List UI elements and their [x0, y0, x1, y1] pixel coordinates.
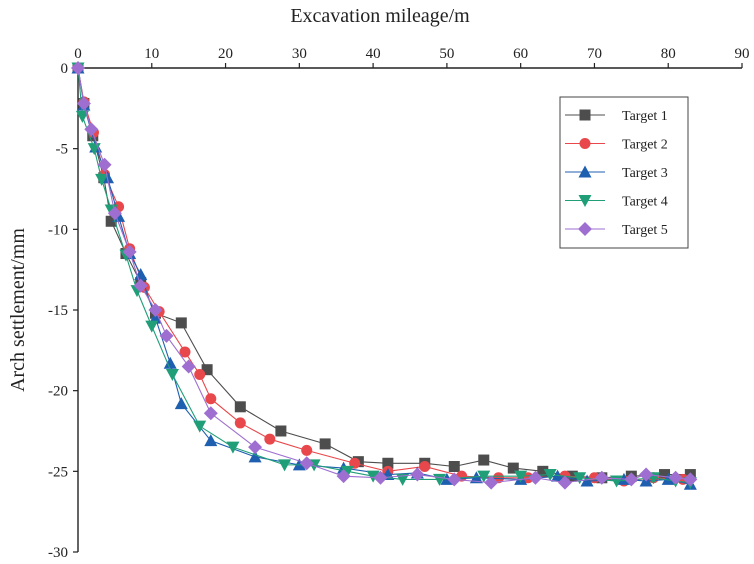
- legend-label: Target 2: [622, 138, 668, 153]
- x-tick-label: 40: [366, 46, 381, 62]
- x-tick-label: 10: [144, 46, 159, 62]
- x-tick-label: 60: [513, 46, 528, 62]
- x-tick-label: 30: [292, 46, 307, 62]
- y-tick-label: 0: [61, 61, 69, 77]
- x-tick-label: 90: [735, 46, 750, 62]
- data-point: [235, 417, 246, 428]
- data-point: [204, 406, 218, 420]
- legend-label: Target 1: [622, 109, 668, 124]
- legend-label: Target 4: [622, 195, 668, 210]
- data-point: [419, 461, 430, 472]
- legend-marker: [580, 110, 591, 121]
- data-point: [275, 426, 286, 437]
- x-tick-label: 50: [439, 46, 454, 62]
- data-point: [166, 369, 179, 381]
- x-tick-label: 0: [74, 46, 82, 62]
- y-tick-label: -30: [48, 545, 68, 561]
- data-point: [194, 369, 205, 380]
- legend-marker: [580, 138, 591, 149]
- y-axis-title: Arch settlement/mm: [7, 228, 29, 392]
- data-point: [182, 359, 196, 373]
- x-tick-label: 20: [218, 46, 233, 62]
- x-tick-group: 0 10 20 30 40 50 60 70 80 90: [74, 46, 749, 68]
- y-tick-label: -10: [48, 222, 68, 238]
- y-tick-label: -5: [56, 142, 69, 158]
- data-point: [449, 461, 460, 472]
- y-tick-label: -15: [48, 303, 68, 319]
- legend-label: Target 3: [622, 166, 668, 181]
- legend-label: Target 5: [622, 223, 668, 238]
- data-point: [145, 321, 158, 333]
- legend: Target 1 Target 2 Target 3 Target 4 Target 5: [560, 97, 688, 248]
- data-point: [248, 440, 262, 454]
- x-tick-label: 80: [661, 46, 676, 62]
- y-tick-label: -20: [48, 384, 68, 400]
- data-point: [205, 393, 216, 404]
- data-point: [235, 401, 246, 412]
- y-tick-group: 0 -5 -10 -15 -20 -25 -30: [48, 61, 78, 561]
- data-point: [320, 438, 331, 449]
- data-point: [176, 317, 187, 328]
- y-tick-label: -25: [48, 464, 68, 480]
- x-axis-title: Excavation mileage/m: [290, 5, 470, 27]
- data-point: [478, 455, 489, 466]
- data-point: [301, 445, 312, 456]
- data-point: [264, 434, 275, 445]
- data-point: [193, 421, 206, 433]
- x-tick-label: 70: [587, 46, 602, 62]
